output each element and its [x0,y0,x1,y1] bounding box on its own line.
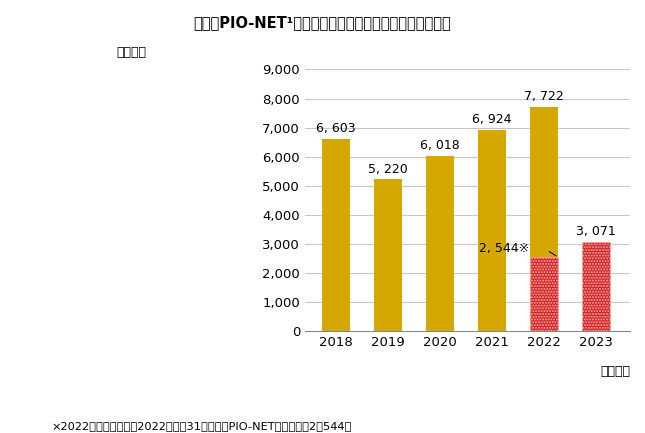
Text: 5, 220: 5, 220 [368,163,408,176]
Bar [530,107,559,331]
Bar [426,156,455,331]
Text: 6, 603: 6, 603 [316,123,356,136]
Bar [374,179,402,331]
Bar [582,242,611,331]
Text: （年度）: （年度） [600,365,630,378]
Bar [322,139,350,331]
Text: ×2022年度同期件数（2022年８月31日までのPIO-NET登録分）は2，544件: ×2022年度同期件数（2022年８月31日までのPIO-NET登録分）は2，5… [52,421,352,431]
Bar [530,257,559,331]
Text: 6, 018: 6, 018 [421,139,460,152]
Text: 6, 924: 6, 924 [472,113,512,126]
Text: （件数）: （件数） [116,46,146,59]
Text: 3, 071: 3, 071 [577,225,616,238]
Text: 図１　PIO-NET¹にみる訪問購入に関する相談件数の推移: 図１ PIO-NET¹にみる訪問購入に関する相談件数の推移 [194,15,452,30]
Text: 7, 722: 7, 722 [524,90,564,103]
Bar [478,130,506,331]
Text: 2, 544※: 2, 544※ [479,242,530,255]
